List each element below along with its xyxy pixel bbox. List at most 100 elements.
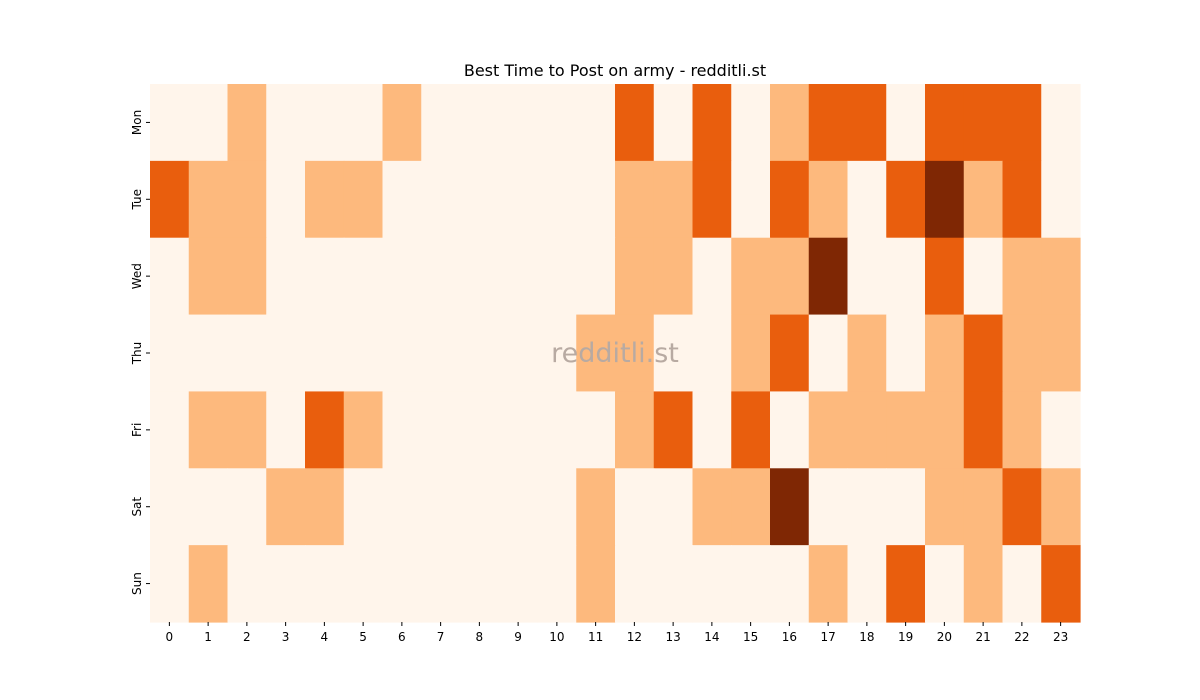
heatmap-cell	[382, 545, 422, 623]
heatmap-cell	[188, 160, 229, 239]
heatmap-cell	[343, 84, 384, 162]
heatmap-cell	[692, 391, 732, 469]
y-tick-label: Sun	[130, 572, 144, 595]
heatmap-cell	[808, 160, 849, 239]
heatmap-cell	[1002, 545, 1042, 623]
heatmap-cell	[847, 237, 887, 316]
heatmap-cell	[150, 314, 190, 393]
y-tick-label: Wed	[130, 263, 144, 289]
heatmap-cell	[576, 84, 616, 162]
heatmap-cell	[421, 391, 461, 469]
heatmap-cell	[537, 391, 577, 469]
heatmap-cell	[188, 237, 229, 316]
x-axis-ticks: 0 1 2 3 4 5 6 7 8 9 10 11 12 13 14 15 16 17 18 19 20 21 22 23	[166, 622, 1068, 644]
heatmap-cell	[537, 84, 577, 162]
heatmap-cell	[925, 237, 965, 316]
heatmap-cell	[770, 84, 810, 162]
heatmap-cell	[460, 314, 500, 393]
x-tick-label: 10	[549, 630, 564, 644]
heatmap-cell	[808, 84, 849, 162]
heatmap-cell	[498, 468, 539, 546]
heatmap-cell	[537, 545, 577, 623]
heatmap-cell	[886, 160, 926, 239]
heatmap-cell	[576, 237, 616, 316]
heatmap-cell	[1041, 160, 1081, 239]
heatmap-cell	[382, 84, 422, 162]
heatmap-cell	[925, 84, 965, 162]
heatmap-cell	[692, 237, 732, 316]
x-tick-label: 2	[243, 630, 251, 644]
heatmap-cell	[305, 160, 345, 239]
heatmap-cell	[847, 545, 887, 623]
heatmap-cell	[653, 84, 694, 162]
heatmap-cell	[460, 84, 500, 162]
heatmap-cell	[963, 391, 1004, 469]
heatmap-cell	[305, 468, 345, 546]
heatmap-cell	[537, 468, 577, 546]
heatmap-cell	[576, 160, 616, 239]
heatmap-cell	[227, 237, 267, 316]
heatmap-cell	[1002, 391, 1042, 469]
x-tick-label: 0	[166, 630, 174, 644]
heatmap-cell	[343, 314, 384, 393]
x-tick-label: 12	[627, 630, 642, 644]
heatmap-cell	[460, 237, 500, 316]
heatmap-cell	[305, 84, 345, 162]
heatmap-cell	[150, 468, 190, 546]
heatmap-cell	[1041, 84, 1081, 162]
heatmap-cell	[576, 468, 616, 546]
heatmap-cell	[227, 545, 267, 623]
heatmap-cell	[460, 160, 500, 239]
heatmap-cell	[770, 545, 810, 623]
heatmap-cell	[421, 314, 461, 393]
heatmap-cell	[1041, 545, 1081, 623]
heatmap-cell	[498, 84, 539, 162]
heatmap-cell	[537, 160, 577, 239]
heatmap-cell	[847, 84, 887, 162]
heatmap-cell	[808, 237, 849, 316]
heatmap-cell	[1002, 314, 1042, 393]
heatmap-cell	[1041, 314, 1081, 393]
heatmap-cell	[266, 237, 306, 316]
x-tick-label: 17	[820, 630, 835, 644]
heatmap-cell	[460, 391, 500, 469]
heatmap-cell	[615, 391, 655, 469]
heatmap-cell	[266, 314, 306, 393]
heatmap-cell	[731, 545, 771, 623]
y-axis-ticks: Mon Tue Wed Thu Fri Sat Sun	[130, 110, 150, 595]
heatmap-cell	[343, 160, 384, 239]
heatmap-cell	[460, 545, 500, 623]
heatmap-cell	[615, 468, 655, 546]
heatmap-cell	[692, 545, 732, 623]
x-tick-label: 23	[1053, 630, 1068, 644]
heatmap-cell	[925, 545, 965, 623]
heatmap-cell	[266, 160, 306, 239]
heatmap-cell	[576, 545, 616, 623]
heatmap-cell	[731, 391, 771, 469]
heatmap-cell	[615, 84, 655, 162]
heatmap-cell	[1002, 468, 1042, 546]
heatmap-cell	[382, 314, 422, 393]
heatmap-cell	[150, 545, 190, 623]
heatmap-cell	[382, 391, 422, 469]
heatmap-cell	[576, 391, 616, 469]
x-tick-label: 21	[975, 630, 990, 644]
heatmap-cell	[150, 84, 190, 162]
heatmap-cell	[963, 160, 1004, 239]
heatmap-cell	[1002, 160, 1042, 239]
x-tick-label: 4	[321, 630, 329, 644]
heatmap-cell	[925, 160, 965, 239]
heatmap-cell	[188, 391, 229, 469]
heatmap-cell	[305, 314, 345, 393]
heatmap-cell	[227, 84, 267, 162]
x-tick-label: 22	[1014, 630, 1029, 644]
heatmap-cell	[227, 160, 267, 239]
heatmap-cell	[731, 237, 771, 316]
x-tick-label: 1	[204, 630, 212, 644]
heatmap-cell	[692, 468, 732, 546]
x-tick-label: 13	[665, 630, 680, 644]
y-tick-label: Sat	[130, 497, 144, 517]
heatmap-cell	[808, 314, 849, 393]
heatmap-cell	[150, 391, 190, 469]
heatmap-cell	[498, 160, 539, 239]
